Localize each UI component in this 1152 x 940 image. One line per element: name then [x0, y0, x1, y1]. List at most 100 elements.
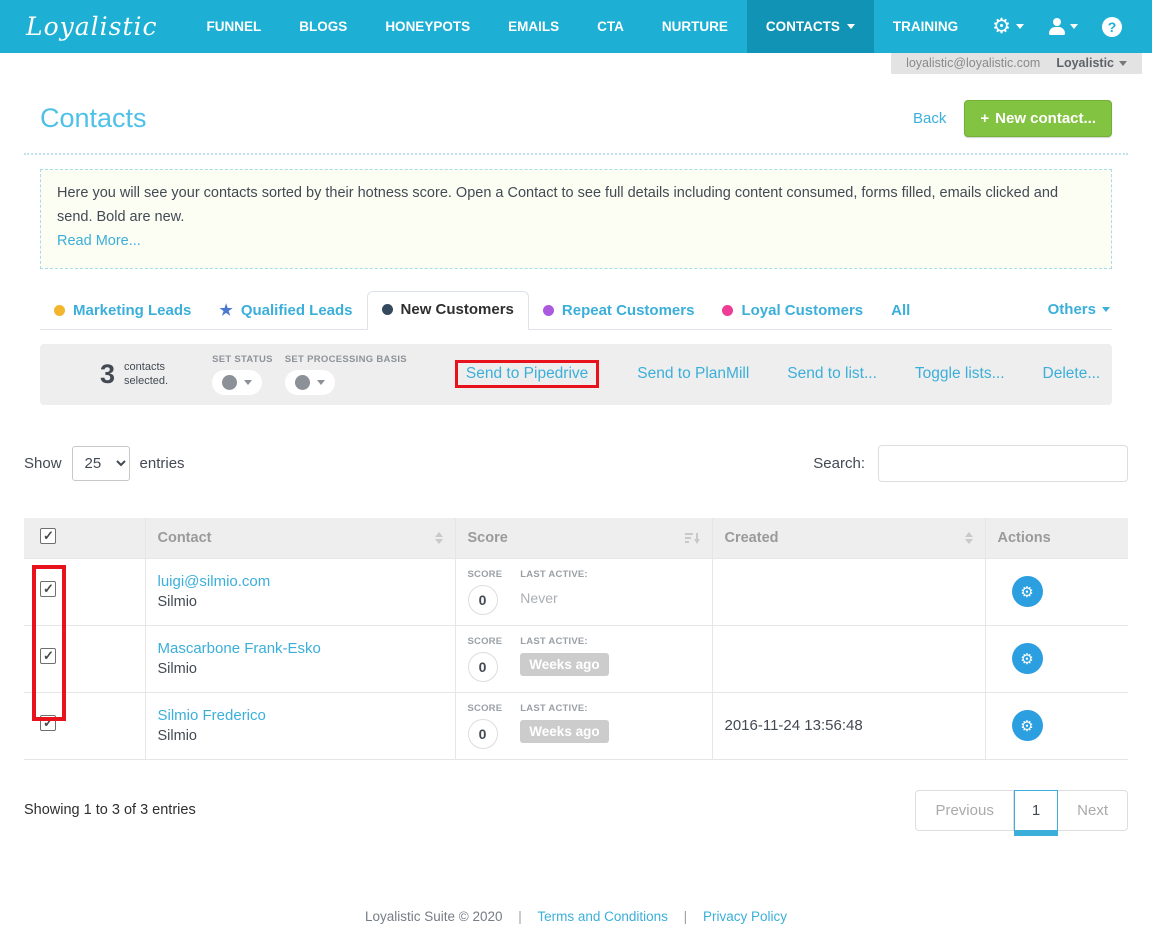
score-column-header[interactable]: Score: [455, 517, 713, 559]
header-divider: [24, 153, 1128, 155]
set-status-label: SET STATUS: [212, 353, 273, 365]
read-more-link[interactable]: Read More...: [57, 232, 141, 249]
nav-item-honeypots[interactable]: HONEYPOTS: [385, 19, 471, 34]
tab-loyal-customers[interactable]: Loyal Customers: [708, 293, 877, 330]
last-active-badge: Weeks ago: [520, 652, 609, 676]
contact-tabs: Marketing Leads ★ Qualified Leads New Cu…: [40, 290, 1112, 330]
account-name: Loyalistic: [1056, 56, 1127, 70]
score-label: SCORE: [467, 568, 503, 580]
send-to-pipedrive-link[interactable]: Send to Pipedrive: [465, 365, 589, 383]
nav-item-training[interactable]: TRAINING: [892, 19, 959, 34]
tab-others-dropdown[interactable]: Others: [1046, 292, 1112, 329]
privacy-link[interactable]: Privacy Policy: [702, 908, 787, 924]
plus-icon: +: [980, 110, 990, 127]
page-title: Contacts: [40, 103, 147, 133]
action-links: Send to Pipedrive Send to PlanMill Send …: [454, 360, 1101, 389]
info-text: Here you will see your contacts sorted b…: [57, 185, 1059, 225]
selected-count: 3: [100, 358, 116, 389]
tab-marketing-leads[interactable]: Marketing Leads: [40, 293, 205, 330]
tab-qualified-leads[interactable]: ★ Qualified Leads: [219, 301, 353, 319]
search-input[interactable]: [878, 444, 1128, 482]
chevron-down-icon: [1119, 60, 1127, 66]
toggle-lists-link[interactable]: Toggle lists...: [914, 365, 1005, 383]
user-menu[interactable]: [1048, 18, 1078, 35]
row-checkbox[interactable]: [40, 581, 56, 598]
created-column-header[interactable]: Created: [712, 517, 986, 559]
select-all-checkbox[interactable]: [40, 527, 56, 544]
tab-new-customers[interactable]: New Customers: [366, 290, 529, 330]
chevron-down-icon: [1102, 306, 1110, 312]
account-email: loyalistic@loyalistic.com: [906, 56, 1041, 70]
row-checkbox[interactable]: [40, 715, 56, 732]
search-area: Search:: [813, 444, 1128, 482]
nav-item-emails[interactable]: EMAILS: [508, 19, 560, 34]
annotation-box-pipedrive: Send to Pipedrive: [454, 360, 600, 389]
nav-item-cta[interactable]: CTA: [597, 19, 624, 34]
last-active-value: Never: [520, 589, 558, 606]
row-actions-button[interactable]: ⚙: [1011, 643, 1043, 675]
terms-link[interactable]: Terms and Conditions: [537, 908, 668, 924]
score-label: SCORE: [467, 702, 503, 714]
previous-page-button[interactable]: Previous: [915, 789, 1014, 831]
loyal-customers-dot-icon: [722, 304, 734, 316]
gear-icon: ⚙: [1020, 650, 1034, 668]
contact-name-link[interactable]: Mascarbone Frank-Esko: [157, 640, 321, 658]
page-size-select[interactable]: 25: [71, 445, 130, 481]
last-active-label: LAST ACTIVE:: [520, 568, 588, 580]
copyright-text: Loyalistic Suite © 2020: [365, 908, 503, 924]
account-strip: loyalistic@loyalistic.com Loyalistic: [0, 53, 1152, 74]
contacts-table-wrap: Contact Score: [24, 517, 1128, 760]
tab-all[interactable]: All: [891, 301, 911, 319]
actions-column-header: Actions: [985, 517, 1128, 559]
star-icon: ★: [219, 301, 233, 319]
table-controls: Show 25 entries Search:: [24, 444, 1128, 482]
row-actions-button[interactable]: ⚙: [1011, 576, 1043, 608]
entries-summary: Showing 1 to 3 of 3 entries: [24, 802, 196, 819]
back-link[interactable]: Back: [913, 110, 947, 127]
show-label: Show: [24, 454, 62, 472]
last-active-label: LAST ACTIVE:: [520, 702, 588, 714]
new-customers-dot-icon: [381, 303, 393, 315]
contact-name-link[interactable]: Silmio Frederico: [157, 707, 266, 725]
user-icon: [1048, 18, 1065, 35]
table-header-row: Contact Score: [24, 517, 1128, 559]
set-status-dropdown[interactable]: [212, 369, 263, 395]
gear-icon: ⚙: [1020, 583, 1034, 601]
row-actions-button[interactable]: ⚙: [1011, 710, 1043, 742]
next-page-button[interactable]: Next: [1058, 789, 1128, 831]
entries-label: entries: [139, 454, 185, 472]
set-processing-basis-label: SET PROCESSING BASIS: [284, 353, 407, 365]
loyalistic-logo[interactable]: Loyalistic: [26, 12, 158, 41]
sort-icon: [435, 532, 443, 544]
send-to-list-link[interactable]: Send to list...: [787, 365, 877, 383]
gear-icon: ⚙: [1020, 717, 1034, 735]
chevron-down-icon: [1070, 24, 1078, 29]
tab-repeat-customers[interactable]: Repeat Customers: [529, 293, 709, 330]
footer-separator: |: [518, 908, 522, 924]
page-header: Contacts Back + New contact...: [40, 100, 1112, 137]
top-navbar: Loyalistic FUNNEL BLOGS HONEYPOTS EMAILS…: [0, 0, 1152, 53]
table-row: Mascarbone Frank-Esko Silmio SCORE 0 LAS…: [24, 625, 1128, 693]
nav-item-funnel[interactable]: FUNNEL: [206, 19, 262, 34]
contacts-table: Contact Score: [24, 517, 1128, 760]
send-to-planmill-link[interactable]: Send to PlanMill: [637, 365, 750, 383]
nav-item-contacts[interactable]: CONTACTS: [746, 0, 874, 53]
delete-link[interactable]: Delete...: [1042, 365, 1101, 383]
contact-column-header[interactable]: Contact: [145, 517, 456, 559]
nav-item-blogs[interactable]: BLOGS: [299, 19, 348, 34]
account-switcher[interactable]: loyalistic@loyalistic.com Loyalistic: [891, 53, 1142, 74]
set-processing-basis-group: SET PROCESSING BASIS: [284, 353, 407, 395]
pagination: Previous 1 Next: [915, 789, 1128, 836]
table-footer: Showing 1 to 3 of 3 entries Previous 1 N…: [24, 789, 1128, 836]
score-value: 0: [467, 718, 498, 749]
new-contact-button[interactable]: + New contact...: [964, 100, 1112, 137]
chevron-down-icon: [846, 24, 855, 29]
help-icon[interactable]: ?: [1102, 16, 1122, 37]
nav-item-nurture[interactable]: NURTURE: [661, 19, 728, 34]
contact-name-link[interactable]: luigi@silmio.com: [157, 573, 271, 591]
score-value: 0: [467, 651, 498, 682]
set-processing-basis-dropdown[interactable]: [284, 369, 335, 395]
row-checkbox[interactable]: [40, 648, 56, 665]
page-1-button[interactable]: 1: [1013, 789, 1059, 836]
settings-menu[interactable]: ⚙: [992, 16, 1024, 37]
